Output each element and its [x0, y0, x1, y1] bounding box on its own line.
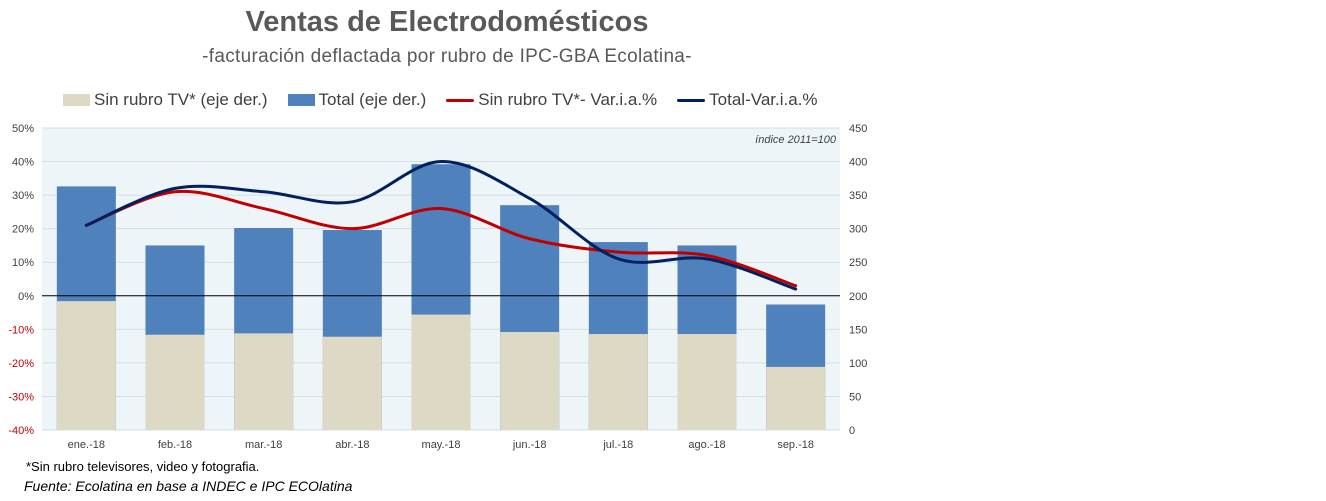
bar-sin-rubro-tv [234, 333, 294, 430]
bar-sin-rubro-tv [56, 301, 116, 430]
right-axis-tick-label: 100 [849, 358, 867, 370]
footnote: *Sin rubro televisores, video y fotograf… [26, 459, 260, 474]
left-axis-tick-label: 30% [12, 190, 34, 202]
right-axis-tick-label: 150 [849, 324, 867, 336]
left-axis-tick-label: -30% [8, 391, 34, 403]
x-axis-tick-label: ago.-18 [688, 439, 725, 451]
line-total [84, 160, 798, 291]
left-axis-tick-label: 0% [18, 291, 34, 303]
legend-item-total-bar: Total (eje der.) [287, 90, 427, 110]
bar-sin-rubro-tv [411, 314, 471, 430]
right-axis-tick-label: 50 [849, 391, 861, 403]
left-axis-tick-label: -10% [8, 324, 34, 336]
right-axis-tick-label: 300 [849, 224, 867, 236]
x-axis-tick-label: jul.-18 [602, 439, 633, 451]
line-sin-rubro-tv [84, 189, 798, 288]
chart-subtitle: -facturación deflactada por rubro de IPC… [202, 46, 692, 67]
source-note: Fuente: Ecolatina en base a INDEC e IPC … [24, 478, 353, 494]
bar-sin-rubro-tv [766, 366, 826, 430]
bar-sin-rubro-tv [322, 336, 382, 430]
legend-swatch-sin-rubro-tv-bar [63, 94, 90, 106]
legend-label-sin-rubro-tv-bar: Sin rubro TV* (eje der.) [94, 90, 268, 109]
x-axis-tick-label: ene.-18 [68, 439, 105, 451]
left-axis-tick-label: -20% [8, 358, 34, 370]
left-axis-tick-label: 50% [12, 123, 34, 135]
left-axis-tick-label: -40% [8, 425, 34, 437]
legend-item-total-line: Total-Var.i.a.% [677, 90, 818, 110]
left-axis-tick-label: 40% [12, 157, 34, 169]
chart-title: Ventas de Electrodomésticos [245, 6, 649, 38]
left-axis-tick-label: 10% [12, 257, 34, 269]
legend-label-total-line: Total-Var.i.a.% [709, 90, 818, 109]
x-axis-tick-label: jun.-18 [512, 439, 547, 451]
legend-label-total-bar: Total (eje der.) [318, 90, 427, 109]
left-axis-tick-label: 20% [12, 224, 34, 236]
right-axis-tick-label: 350 [849, 190, 867, 202]
legend-label-sin-rubro-tv-line: Sin rubro TV*- Var.i.a.% [478, 90, 658, 109]
x-axis-tick-label: sep.-18 [777, 439, 814, 451]
legend-item-sin-rubro-tv-bar: Sin rubro TV* (eje der.) [63, 90, 268, 110]
legend-item-sin-rubro-tv-line: Sin rubro TV*- Var.i.a.% [446, 90, 657, 110]
right-axis-tick-label: 0 [849, 425, 855, 437]
bar-sin-rubro-tv [145, 334, 205, 430]
legend-swatch-sin-rubro-tv-line [446, 98, 475, 102]
chart-legend: Sin rubro TV* (eje der.) Total (eje der.… [63, 90, 838, 110]
right-axis-tick-label: 200 [849, 291, 867, 303]
x-axis-tick-label: abr.-18 [335, 439, 369, 451]
right-axis-tick-label: 250 [849, 257, 867, 269]
x-axis-tick-label: may.-18 [422, 439, 461, 451]
index-annotation: índice 2011=100 [755, 134, 837, 146]
right-axis-tick-label: 400 [849, 157, 867, 169]
bar-sin-rubro-tv [677, 334, 737, 430]
bar-sin-rubro-tv [500, 332, 560, 430]
x-axis-tick-label: mar.-18 [245, 439, 282, 451]
right-axis-tick-label: 450 [849, 123, 867, 135]
legend-swatch-total-line [677, 98, 706, 102]
legend-swatch-total-bar [287, 94, 315, 106]
bar-sin-rubro-tv [588, 334, 648, 430]
x-axis-tick-label: feb.-18 [158, 439, 192, 451]
